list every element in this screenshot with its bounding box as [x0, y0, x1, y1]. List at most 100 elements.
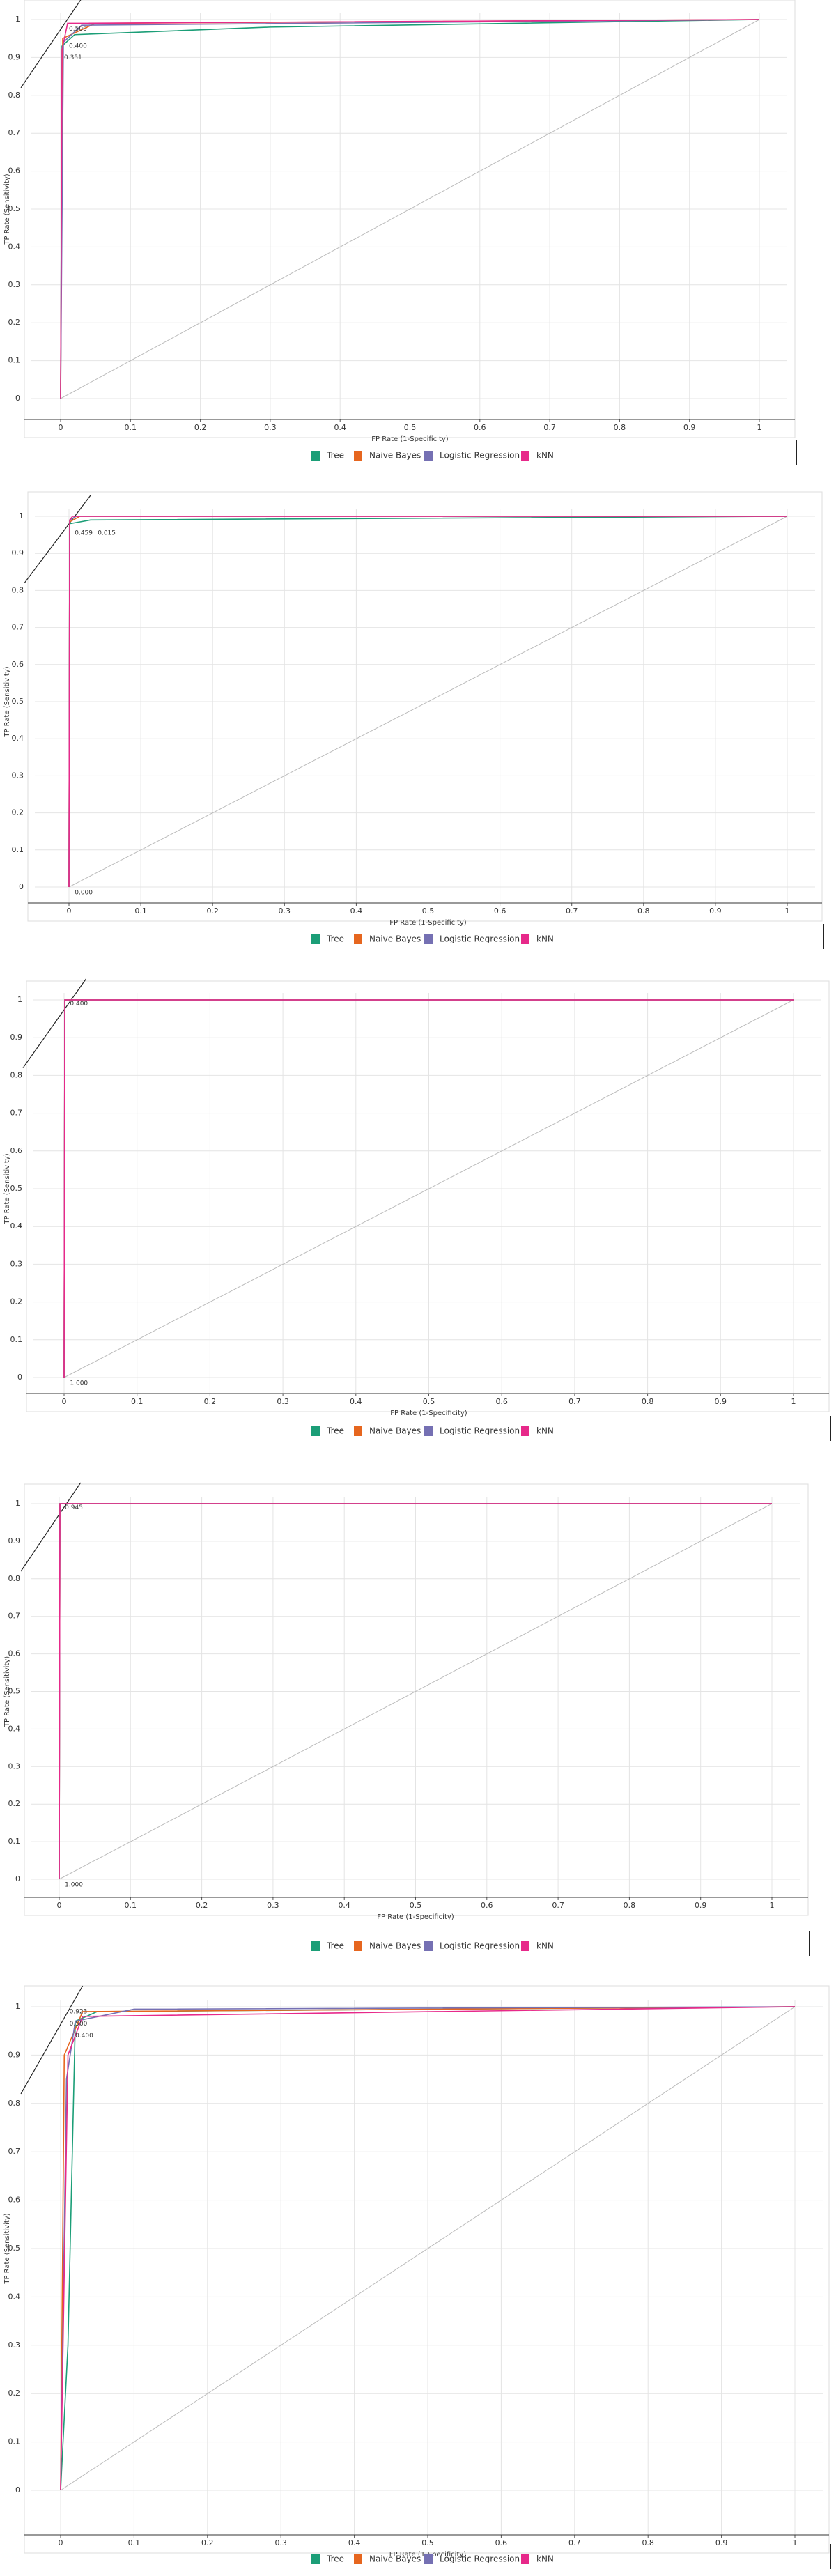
legend-swatch [424, 2554, 433, 2564]
x-tick-label: 0 [59, 423, 63, 432]
x-tick-label: 0.7 [543, 423, 556, 432]
plot-frame [24, 1985, 830, 2554]
x-tick-label: 0.9 [709, 907, 722, 916]
threshold-label: 0.400 [69, 43, 87, 50]
roc-curve [60, 19, 760, 399]
x-axis-label: FP Rate (1-Specificity) [371, 435, 448, 443]
iso-performance-line [20, 0, 82, 88]
y-tick-label: 1 [15, 2002, 20, 2011]
legend-swatch [521, 1941, 529, 1951]
legend-label: Logistic Regression [440, 1426, 520, 1436]
y-tick-label: 0.7 [8, 2147, 21, 2156]
threshold-label: 0.400 [70, 1001, 88, 1008]
legend-swatch [311, 2554, 320, 2564]
y-tick-label: 0.7 [8, 128, 21, 137]
x-tick-label: 0.6 [474, 423, 486, 432]
x-tick-label: 0 [67, 907, 72, 916]
plot-frame [27, 491, 823, 922]
y-tick-label: 1 [17, 995, 22, 1004]
roc-curve [63, 999, 794, 1378]
y-tick-label: 0.2 [8, 2389, 21, 2398]
y-tick-label: 0.3 [10, 1259, 23, 1268]
y-axis-label: TP Rate (Sensitivity) [3, 1656, 11, 1727]
legend-swatch [354, 1426, 362, 1436]
roc-chart: 0 0.1 0.2 0.3 0.4 0.5 0.6 0.7 0.8 0.9 1 0 0.1 0.2 0.3 0… [3, 1482, 810, 1956]
y-tick-label: 1 [19, 511, 24, 520]
y-tick-label: 0.7 [10, 1109, 23, 1118]
x-tick-label: 0.1 [131, 1397, 144, 1406]
y-axis-label: TP Rate (Sensitivity) [3, 1153, 11, 1224]
plot-frame [24, 1483, 809, 1916]
x-tick-label: 0.8 [642, 2538, 654, 2547]
legend-swatch [521, 1426, 529, 1436]
legend-swatch [424, 1941, 433, 1951]
y-tick-label: 0.8 [8, 91, 21, 100]
iso-performance-line [20, 1482, 82, 1572]
legend-label: kNN [536, 934, 554, 944]
legend-swatch [424, 934, 433, 944]
x-tick-label: 0.1 [125, 423, 137, 432]
y-tick-label: 0.8 [10, 1070, 23, 1079]
x-tick-label: 0 [62, 1397, 67, 1406]
x-tick-label: 0.7 [552, 1901, 564, 1910]
x-tick-label: 0.6 [495, 2538, 508, 2547]
x-tick-label: 0.1 [134, 907, 147, 916]
legend-label: Naive Bayes [369, 1426, 421, 1436]
x-tick-label: 0.8 [637, 907, 650, 916]
threshold-label: 1.000 [70, 1380, 88, 1387]
x-tick-label: 1 [757, 423, 762, 432]
legend-label: Tree [326, 2554, 344, 2564]
y-tick-label: 0.5 [8, 2244, 21, 2253]
x-tick-label: 0.5 [421, 2538, 434, 2547]
x-tick-label: 0.5 [423, 1397, 435, 1406]
legend-label: Logistic Regression [440, 451, 520, 461]
legend-swatch [424, 451, 433, 461]
roc-chart: 0 0.1 0.2 0.3 0.4 0.5 0.6 0.7 0.8 0.9 1 0 0.1 0.2 0.3 0… [3, 491, 824, 949]
x-tick-label: 0.7 [568, 2538, 581, 2547]
y-tick-label: 0.4 [10, 1221, 23, 1231]
x-tick-label: 0.6 [494, 907, 506, 916]
x-tick-label: 1 [770, 1901, 775, 1910]
x-tick-label: 0.4 [338, 1901, 350, 1910]
x-tick-label: 0.2 [194, 423, 207, 432]
x-tick-label: 0.7 [568, 1397, 581, 1406]
roc-curve [59, 1503, 772, 1880]
threshold-label: 0.400 [75, 2033, 93, 2039]
x-tick-label: 0.1 [128, 2538, 141, 2547]
legend-swatch [311, 1426, 320, 1436]
threshold-label: 0.923 [70, 2008, 88, 2015]
x-tick-label: 0 [57, 1901, 62, 1910]
legend-swatch [354, 1941, 362, 1951]
y-tick-label: 0.8 [12, 585, 24, 594]
y-tick-label: 0.5 [12, 697, 24, 706]
y-tick-label: 1 [15, 1499, 20, 1508]
y-tick-label: 0.6 [8, 2196, 21, 2205]
plot-frame [26, 980, 830, 1412]
y-tick-label: 0.7 [8, 1612, 21, 1621]
threshold-label: 0.500 [70, 2021, 88, 2028]
threshold-label: 0.015 [98, 530, 116, 537]
y-tick-label: 0.9 [8, 1536, 21, 1545]
y-tick-label: 0.8 [8, 2099, 21, 2108]
legend-swatch [354, 934, 362, 944]
roc-chart: 0 0.1 0.2 0.3 0.4 0.5 0.6 0.7 0.8 0.9 1 0 0.1 0.2 0.3 0… [3, 1985, 831, 2569]
y-tick-label: 0 [19, 882, 24, 891]
roc-curve [60, 2006, 796, 2491]
threshold-label: 0.351 [64, 54, 82, 61]
legend-label: Tree [326, 1941, 344, 1951]
legend-swatch [521, 934, 529, 944]
x-tick-label: 0.3 [267, 1901, 279, 1910]
x-tick-label: 0.2 [204, 1397, 217, 1406]
legend-swatch [521, 2554, 529, 2564]
roc-curve [60, 2006, 796, 2491]
x-tick-label: 0.3 [279, 907, 291, 916]
iso-performance-line [24, 495, 91, 584]
x-tick-label: 0.8 [642, 1397, 654, 1406]
legend-swatch [311, 934, 320, 944]
y-tick-label: 0.3 [8, 280, 21, 289]
y-tick-label: 0.1 [8, 1837, 21, 1846]
y-tick-label: 0.6 [8, 1649, 21, 1658]
y-tick-label: 0.1 [8, 2437, 21, 2446]
diagonal [59, 1503, 773, 1880]
